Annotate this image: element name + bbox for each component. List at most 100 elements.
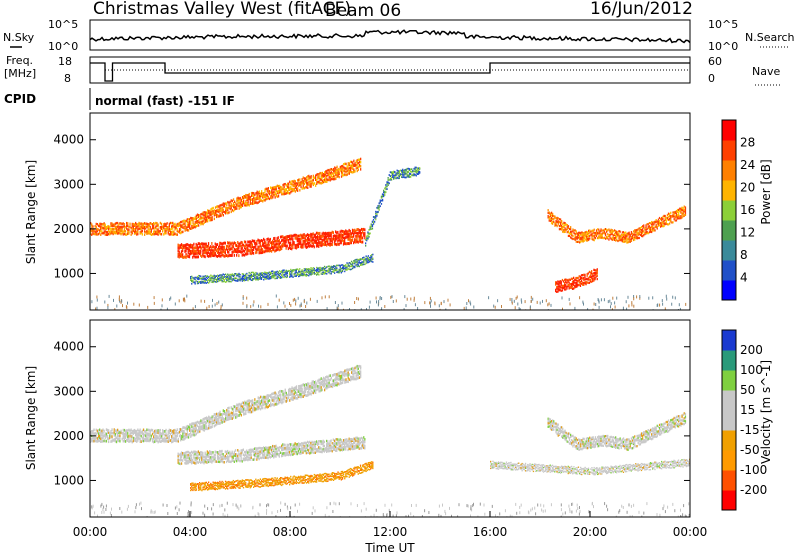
echo-cell [158, 429, 160, 432]
echo-cell [672, 214, 674, 217]
echo-cell [292, 270, 294, 273]
echo-cell [203, 248, 205, 252]
echo-cell [389, 177, 391, 180]
echo-cell [337, 230, 339, 234]
echo-cell [318, 174, 320, 178]
echo-cell [317, 237, 319, 241]
echo-cell [154, 227, 156, 230]
echo-cell [245, 409, 247, 413]
echo-cell [397, 175, 399, 177]
echo-cell [404, 173, 406, 176]
echo-cell [181, 224, 183, 227]
echo-cell [324, 388, 326, 392]
echo-cell [649, 226, 652, 229]
echo-cell [185, 246, 187, 249]
echo-cell [625, 237, 627, 240]
echo-cell [319, 269, 321, 272]
echo-cell [352, 377, 354, 381]
echo-cell [358, 258, 360, 261]
echo-cell [241, 275, 243, 278]
echo-cell [292, 269, 294, 271]
echo-cell [256, 197, 258, 201]
echo-cell [277, 391, 280, 394]
echo-cell [185, 252, 187, 256]
echo-cell [201, 427, 203, 430]
echo-cell [561, 228, 563, 231]
echo-cell [289, 188, 291, 191]
colorbar-tick: 24 [740, 158, 755, 172]
echo-cell [353, 260, 355, 262]
echo-cell [318, 389, 320, 393]
echo-cell [249, 275, 251, 277]
echo-cell [667, 218, 670, 221]
echo-cell [394, 174, 396, 177]
echo-cell [218, 210, 220, 214]
echo-cell [256, 403, 258, 407]
echo-cell [265, 276, 267, 279]
echo-cell [172, 230, 174, 233]
echo-cell [333, 383, 335, 387]
echo-cell [129, 225, 131, 228]
echo-cell [367, 261, 369, 264]
noise-cell [648, 296, 650, 300]
echo-cell [193, 461, 195, 464]
echo-cell [226, 280, 228, 283]
echo-cell [174, 428, 176, 432]
echo-cell [227, 207, 229, 210]
echo-cell [114, 439, 117, 443]
echo-cell [155, 431, 157, 435]
noise-cell [306, 301, 308, 305]
echo-cell [570, 284, 573, 287]
echo-cell [227, 250, 229, 254]
echo-cell [556, 287, 558, 290]
echo-cell [105, 230, 108, 234]
echo-cell [299, 181, 301, 185]
echo-cell [651, 223, 653, 226]
echo-cell [211, 280, 213, 283]
echo-cell [168, 428, 170, 432]
echo-cell [241, 243, 243, 247]
echo-cell [231, 199, 233, 203]
echo-cell [346, 167, 348, 170]
echo-cell [330, 271, 332, 273]
echo-cell [356, 265, 358, 268]
echo-cell [217, 280, 219, 283]
echo-cell [226, 203, 228, 207]
echo-cell [552, 217, 554, 220]
echo-cell [356, 228, 358, 232]
echo-cell [196, 276, 199, 278]
echo-cell [640, 231, 643, 234]
echo-cell [258, 192, 260, 195]
echo-cell [144, 233, 146, 236]
echo-cell [136, 432, 138, 436]
echo-cell [342, 242, 345, 246]
echo-cell [195, 225, 197, 228]
echo-cell [95, 436, 97, 440]
echo-cell [634, 238, 636, 241]
echo-cell [202, 275, 204, 278]
echo-cell [198, 430, 200, 434]
echo-cell [304, 383, 307, 386]
echo-cell [292, 183, 294, 187]
echo-cell [591, 234, 593, 237]
echo-cell [247, 279, 249, 282]
echo-cell [225, 417, 227, 420]
echo-cell [106, 428, 109, 432]
echo-cell [250, 198, 253, 201]
echo-cell [209, 455, 211, 459]
echo-cell [201, 246, 203, 250]
noise-cell [366, 308, 367, 310]
noise-cell [384, 305, 386, 308]
echo-cell [195, 428, 197, 432]
echo-cell [612, 234, 615, 237]
echo-cell [268, 404, 271, 407]
echo-cell [318, 181, 320, 185]
echo-cell [267, 276, 269, 279]
echo-cell [558, 288, 560, 291]
echo-cell [230, 406, 232, 409]
echo-cell [596, 268, 598, 271]
echo-cell [342, 236, 345, 240]
echo-cell [554, 222, 556, 225]
echo-cell [582, 274, 584, 277]
echo-cell [297, 179, 299, 182]
